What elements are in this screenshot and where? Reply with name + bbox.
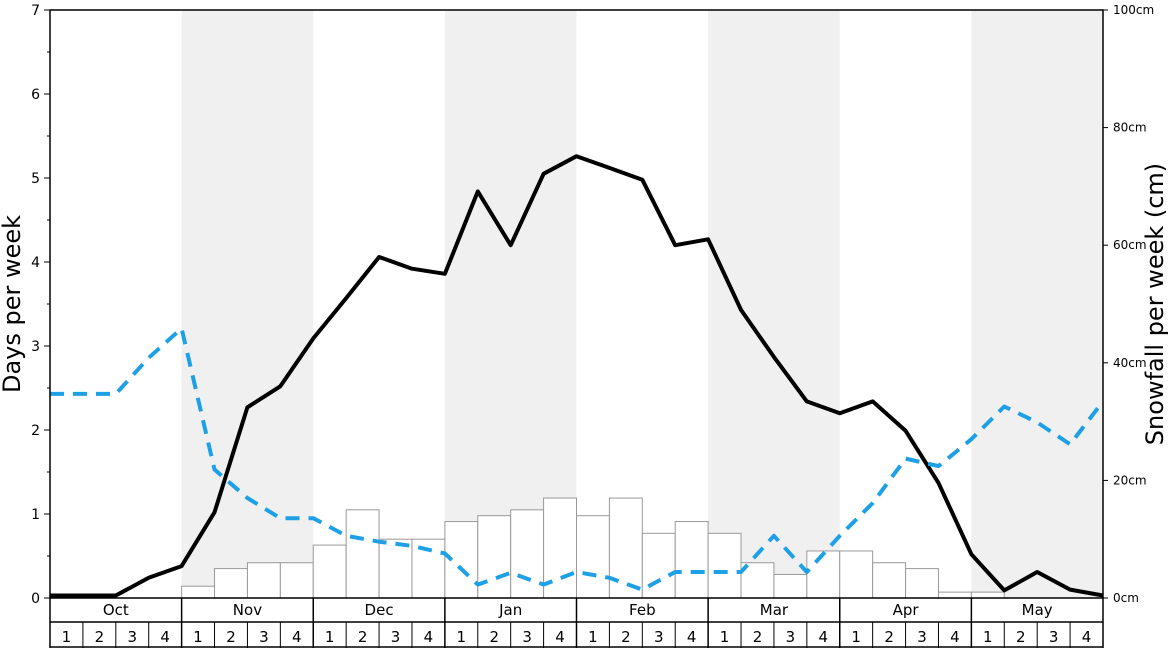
y-axis-right-label: Snowfall per week (cm) (1141, 163, 1168, 445)
days-series-line (50, 154, 1104, 598)
snowfall-bar (378, 538, 413, 599)
month-label: Nov (233, 601, 262, 619)
week-label: 2 (358, 628, 368, 646)
y-right-tick-label: 20cm (1113, 473, 1147, 487)
week-label: 1 (983, 628, 993, 646)
y-right-tick-label: 0cm (1113, 591, 1139, 605)
week-label: 4 (424, 628, 434, 646)
week-label: 2 (621, 628, 631, 646)
week-label: 3 (917, 628, 927, 646)
week-label: 1 (457, 628, 467, 646)
month-label: Feb (629, 601, 656, 619)
week-label: 2 (1016, 628, 1026, 646)
week-label: 4 (687, 628, 697, 646)
snowfall-bar (872, 562, 907, 599)
week-label: 4 (819, 628, 829, 646)
week-label: 2 (95, 628, 105, 646)
week-label: 2 (884, 628, 894, 646)
y-left-tick-label: 5 (31, 171, 40, 187)
week-label: 1 (325, 628, 335, 646)
y-right-tick-label: 60cm (1113, 238, 1147, 252)
month-band (708, 10, 840, 598)
snowfall-bar (839, 550, 874, 599)
snowfall-bar (641, 532, 676, 599)
month-label: Dec (365, 601, 394, 619)
y-left-tick-label: 3 (31, 339, 40, 355)
y-left-tick-label: 1 (31, 507, 40, 523)
y-left-tick-label: 2 (31, 423, 40, 439)
week-label: 3 (1049, 628, 1059, 646)
x-axis-table: Oct 1 2 3 4 Nov 1 2 3 4 Dec 1 2 3 4 Jan 1 2 3 4 Feb 1 2 3 4 Mar 1 2… (49, 598, 1104, 648)
snowfall-bar (905, 568, 939, 599)
y-left-tick-label: 0 (31, 591, 40, 607)
y-left-tick-label: 4 (31, 255, 40, 271)
series-lines (50, 154, 1105, 598)
week-label: 4 (160, 628, 170, 646)
week-label: 3 (127, 628, 137, 646)
week-label: 4 (555, 628, 565, 646)
snowfall-bar (279, 562, 314, 599)
week-label: 3 (522, 628, 532, 646)
y-right-tick-label: 80cm (1113, 121, 1147, 135)
snowfall-bar (707, 532, 742, 599)
snowfall-bar (773, 573, 808, 599)
week-label: 1 (720, 628, 730, 646)
week-label: 1 (193, 628, 203, 646)
snowfall-bar (608, 497, 643, 599)
snowfall-bar (970, 591, 1005, 599)
snowfall-bar (477, 515, 512, 599)
week-label: 3 (654, 628, 664, 646)
week-label: 4 (1082, 628, 1092, 646)
snowfall-bar (576, 515, 610, 599)
month-label: Mar (760, 601, 789, 619)
week-label: 2 (226, 628, 236, 646)
y-axis-left-label: Days per week (0, 215, 26, 393)
month-label: May (1022, 601, 1053, 619)
snowfall-bar (214, 568, 248, 599)
week-label: 3 (786, 628, 796, 646)
month-label: Apr (893, 601, 920, 619)
snowfall-bars (181, 497, 1005, 599)
snowfall-bar (937, 591, 972, 599)
week-label: 4 (950, 628, 960, 646)
snowfall-bar (181, 585, 216, 599)
snowfall-bar (246, 562, 281, 599)
snowfall-bar (345, 509, 380, 599)
snowfall-bar (806, 550, 841, 599)
month-label: Oct (103, 601, 129, 619)
week-label: 1 (588, 628, 598, 646)
week-label: 1 (62, 628, 72, 646)
week-label: 3 (391, 628, 401, 646)
week-label: 2 (489, 628, 499, 646)
week-label: 4 (292, 628, 302, 646)
week-label: 1 (851, 628, 861, 646)
snowfall-bar (312, 544, 347, 599)
y-left-tick-label: 6 (31, 87, 40, 103)
snowfall-bar (543, 497, 577, 599)
y-right-tick-label: 40cm (1113, 356, 1147, 370)
week-label: 3 (259, 628, 269, 646)
y-right-tick-label: 100cm (1113, 3, 1154, 17)
week-label: 2 (753, 628, 763, 646)
month-label: Jan (498, 601, 522, 619)
axes: 0 1 2 3 4 5 6 7 0cm 20cm 40cm 60cm 80cm 100cm (31, 3, 1154, 607)
month-band (971, 10, 1103, 598)
month-band (181, 10, 314, 598)
y-left-tick-label: 7 (31, 3, 40, 19)
month-bands (181, 10, 1103, 598)
snowfall-bar (674, 521, 709, 599)
